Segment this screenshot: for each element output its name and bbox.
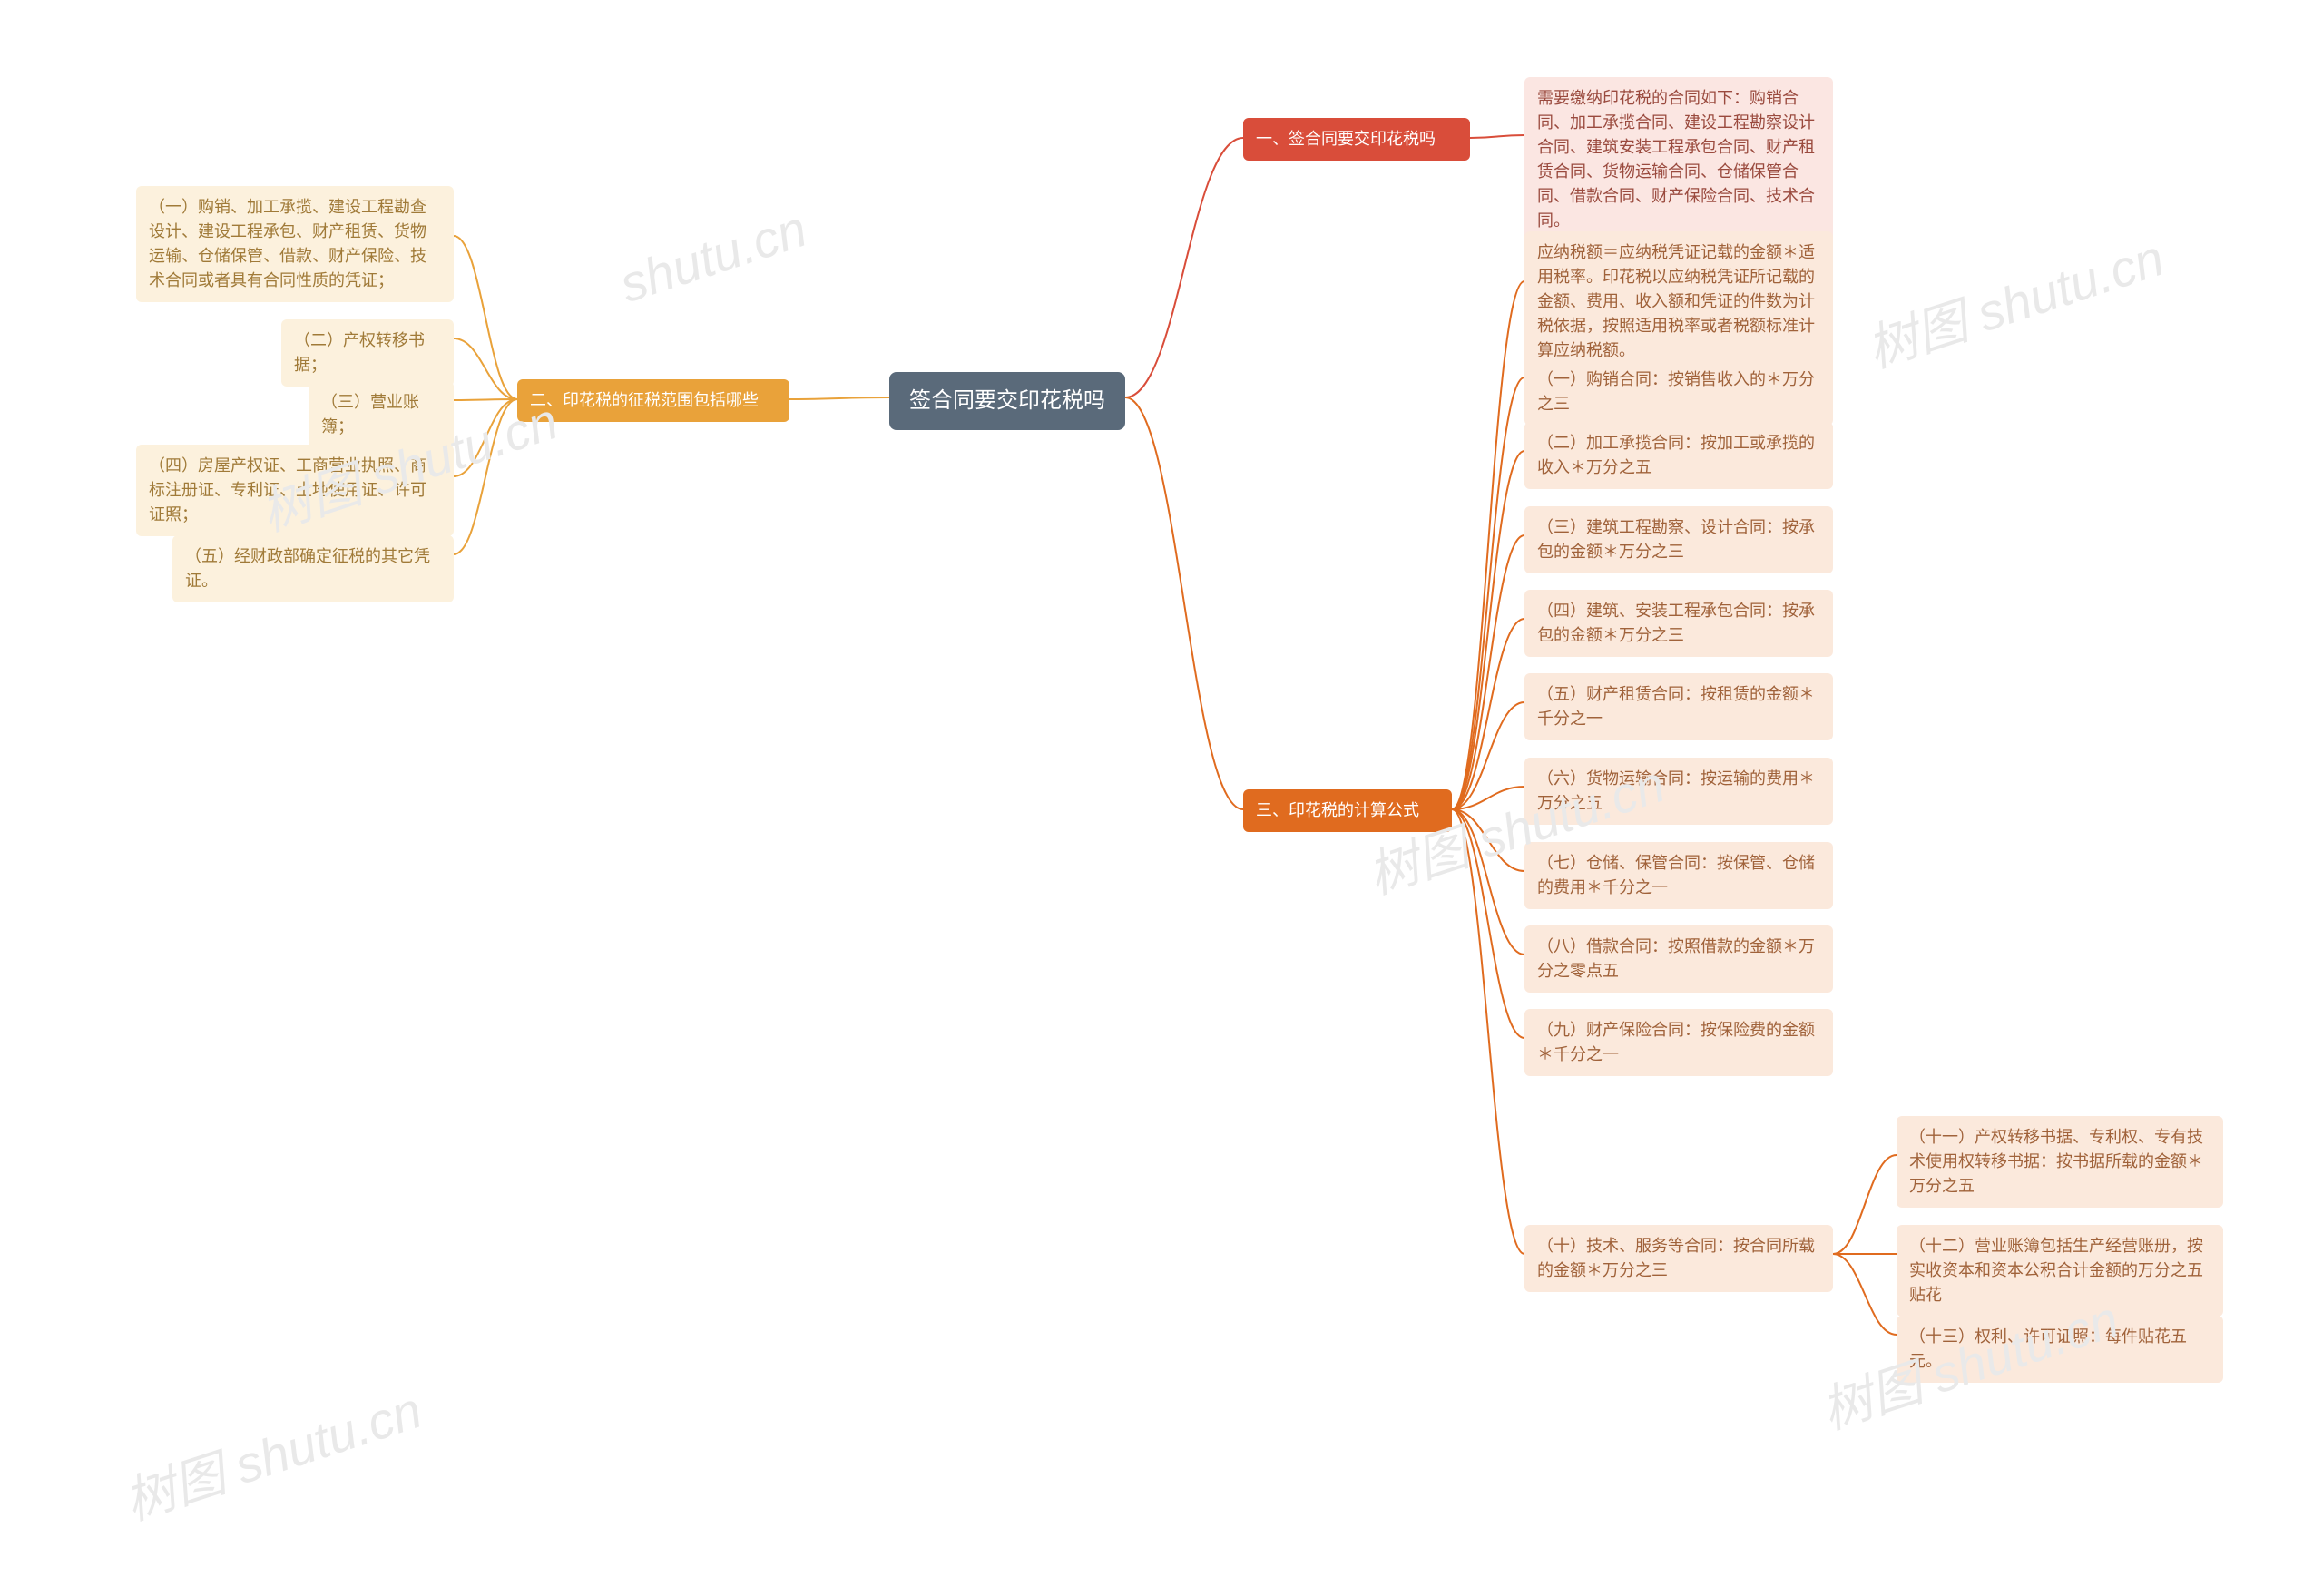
edge xyxy=(1470,135,1524,138)
mindmap-node-b3_10[interactable]: （十）技术、服务等合同：按合同所载的金额＊万分之三 xyxy=(1524,1225,1833,1292)
node-label: （一）购销合同：按销售收入的＊万分之三 xyxy=(1537,367,1820,416)
node-label: （十二）营业账簿包括生产经营账册，按实收资本和资本公积合计金额的万分之五贴花 xyxy=(1909,1234,2210,1307)
node-label: （七）仓储、保管合同：按保管、仓储的费用＊千分之一 xyxy=(1537,851,1820,900)
mindmap-node-b3_0[interactable]: 应纳税额＝应纳税凭证记载的金额＊适用税率。印花税以应纳税凭证所记载的金额、费用、… xyxy=(1524,231,1833,372)
edge xyxy=(1452,787,1524,809)
edge xyxy=(1452,809,1524,1038)
edge xyxy=(1452,809,1524,1254)
watermark: 树图 shutu.cn xyxy=(114,1370,430,1535)
watermark: 树图 shutu.cn xyxy=(1857,218,2172,383)
node-label: （二）加工承揽合同：按加工或承揽的收入＊万分之五 xyxy=(1537,431,1820,480)
mindmap-node-b3_1[interactable]: （一）购销合同：按销售收入的＊万分之三 xyxy=(1524,358,1833,426)
mindmap-node-b3_9[interactable]: （九）财产保险合同：按保险费的金额＊千分之一 xyxy=(1524,1009,1833,1076)
node-label: （一）购销、加工承揽、建设工程勘查设计、建设工程承包、财产租赁、货物运输、仓储保… xyxy=(149,195,441,293)
mindmap-node-b3_10_2[interactable]: （十二）营业账簿包括生产经营账册，按实收资本和资本公积合计金额的万分之五贴花 xyxy=(1897,1225,2223,1317)
node-label: （九）财产保险合同：按保险费的金额＊千分之一 xyxy=(1537,1018,1820,1067)
mindmap-node-b3_10_1[interactable]: （十一）产权转移书据、专利权、专有技术使用权转移书据：按书据所载的金额＊万分之五 xyxy=(1897,1116,2223,1208)
edge xyxy=(454,399,517,554)
node-label: （十）技术、服务等合同：按合同所载的金额＊万分之三 xyxy=(1537,1234,1820,1283)
mindmap-node-b3_3[interactable]: （三）建筑工程勘察、设计合同：按承包的金额＊万分之三 xyxy=(1524,506,1833,573)
edge xyxy=(454,236,517,399)
edge xyxy=(1125,138,1243,397)
mindmap-node-root[interactable]: 签合同要交印花税吗 xyxy=(889,372,1125,430)
edge xyxy=(1452,377,1524,809)
mindmap-node-b3_4[interactable]: （四）建筑、安装工程承包合同：按承包的金额＊万分之三 xyxy=(1524,590,1833,657)
mindmap-node-b2_2[interactable]: （二）产权转移书据； xyxy=(281,319,454,387)
mindmap-node-b3_2[interactable]: （二）加工承揽合同：按加工或承揽的收入＊万分之五 xyxy=(1524,422,1833,489)
mindmap-node-b1[interactable]: 一、签合同要交印花税吗 xyxy=(1243,118,1470,161)
watermark: shutu.cn xyxy=(613,199,813,314)
edge xyxy=(1125,397,1243,809)
edge xyxy=(1452,809,1524,871)
edge xyxy=(1452,809,1524,955)
mindmap-node-b3_7[interactable]: （七）仓储、保管合同：按保管、仓储的费用＊千分之一 xyxy=(1524,842,1833,909)
node-label: （三）营业账簿； xyxy=(321,390,441,439)
node-label: （六）货物运输合同：按运输的费用＊万分之五 xyxy=(1537,767,1820,816)
mindmap-node-b2[interactable]: 二、印花税的征税范围包括哪些 xyxy=(517,379,789,422)
node-label: 一、签合同要交印花税吗 xyxy=(1256,127,1436,152)
node-label: （五）财产租赁合同：按租赁的金额＊千分之一 xyxy=(1537,682,1820,731)
edge xyxy=(1452,702,1524,809)
edge xyxy=(1452,619,1524,809)
edge xyxy=(1452,535,1524,809)
node-label: （十三）权利、许可证照：每件贴花五元。 xyxy=(1909,1325,2210,1374)
edge xyxy=(789,397,889,399)
edge xyxy=(1452,451,1524,809)
node-label: （四）建筑、安装工程承包合同：按承包的金额＊万分之三 xyxy=(1537,599,1820,648)
node-label: （五）经财政部确定征税的其它凭证。 xyxy=(185,544,441,593)
mindmap-node-b2_3[interactable]: （三）营业账簿； xyxy=(309,381,454,448)
mindmap-node-b3_8[interactable]: （八）借款合同：按照借款的金额＊万分之零点五 xyxy=(1524,925,1833,993)
mindmap-node-b3_5[interactable]: （五）财产租赁合同：按租赁的金额＊千分之一 xyxy=(1524,673,1833,740)
node-label: 需要缴纳印花税的合同如下：购销合同、加工承揽合同、建设工程勘察设计合同、建筑安装… xyxy=(1537,86,1820,233)
node-label: 三、印花税的计算公式 xyxy=(1256,798,1419,823)
mindmap-node-b3_6[interactable]: （六）货物运输合同：按运输的费用＊万分之五 xyxy=(1524,758,1833,825)
mindmap-node-b2_1[interactable]: （一）购销、加工承揽、建设工程勘查设计、建设工程承包、财产租赁、货物运输、仓储保… xyxy=(136,186,454,302)
node-label: （四）房屋产权证、工商营业执照、商标注册证、专利证、土地使用证、许可证照； xyxy=(149,454,441,527)
edge xyxy=(454,399,517,476)
node-label: 二、印花税的征税范围包括哪些 xyxy=(530,388,759,413)
node-label: 应纳税额＝应纳税凭证记载的金额＊适用税率。印花税以应纳税凭证所记载的金额、费用、… xyxy=(1537,240,1820,363)
edge xyxy=(454,399,517,400)
edge xyxy=(454,338,517,399)
edge xyxy=(1833,1254,1897,1335)
node-label: （二）产权转移书据； xyxy=(294,328,441,377)
mindmap-node-b3_10_3[interactable]: （十三）权利、许可证照：每件贴花五元。 xyxy=(1897,1316,2223,1383)
node-label: 签合同要交印花税吗 xyxy=(909,385,1105,417)
node-label: （八）借款合同：按照借款的金额＊万分之零点五 xyxy=(1537,935,1820,984)
node-label: （三）建筑工程勘察、设计合同：按承包的金额＊万分之三 xyxy=(1537,515,1820,564)
mindmap-node-b3[interactable]: 三、印花税的计算公式 xyxy=(1243,789,1452,832)
mindmap-node-b2_4[interactable]: （四）房屋产权证、工商营业执照、商标注册证、专利证、土地使用证、许可证照； xyxy=(136,445,454,536)
edge xyxy=(1833,1155,1897,1254)
node-label: （十一）产权转移书据、专利权、专有技术使用权转移书据：按书据所载的金额＊万分之五 xyxy=(1909,1125,2210,1199)
mindmap-node-b1_1[interactable]: 需要缴纳印花税的合同如下：购销合同、加工承揽合同、建设工程勘察设计合同、建筑安装… xyxy=(1524,77,1833,242)
mindmap-node-b2_5[interactable]: （五）经财政部确定征税的其它凭证。 xyxy=(172,535,454,602)
edge xyxy=(1452,281,1524,809)
